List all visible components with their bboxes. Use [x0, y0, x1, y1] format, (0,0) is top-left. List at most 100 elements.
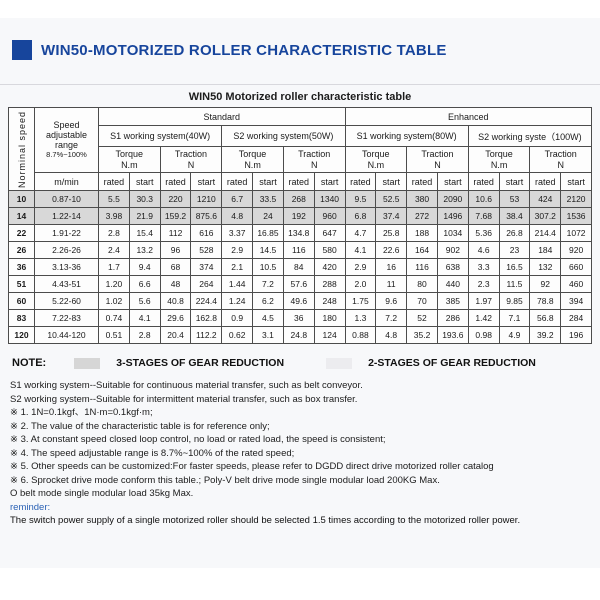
value-cell: 164 [406, 241, 438, 259]
value-cell: 1.44 [221, 275, 254, 293]
value-cell: 286 [436, 309, 469, 327]
value-cell: 272 [406, 207, 438, 225]
reminder-text: The switch power supply of a single moto… [10, 515, 521, 526]
value-cell: 68 [159, 258, 192, 276]
speed-cell: 36 [8, 258, 35, 276]
system-header-s2-100w: S2 working syste（100W) [467, 125, 593, 147]
measure-header-traction: Traction N [282, 146, 346, 173]
value-cell: 52 [406, 309, 438, 327]
start-subheader: start [190, 172, 223, 191]
value-cell: 460 [560, 275, 592, 293]
range-cell: 1.22-14 [34, 207, 99, 225]
value-cell: 48 [159, 275, 192, 293]
value-cell: 124 [313, 326, 346, 344]
value-cell: 20.4 [159, 326, 192, 344]
table-row: 83 7.22-83 0.74 4.1 29.6 162.8 0.9 4.5 36 180 1.3 7… [8, 309, 592, 327]
measure-header-torque: Torque N.m [221, 146, 284, 173]
value-cell: 1340 [313, 190, 346, 208]
value-cell: 420 [313, 258, 346, 276]
rated-subheader: rated [159, 172, 192, 191]
speed-range-value: 8.7%~100% [46, 149, 87, 159]
speed-cell: 10 [8, 190, 35, 208]
value-cell: 7.1 [498, 309, 531, 327]
value-cell: 268 [282, 190, 315, 208]
value-cell: 14.5 [252, 241, 284, 259]
speed-cell: 120 [8, 326, 35, 344]
table-row: 26 2.26-26 2.4 13.2 96 528 2.9 14.5 116 580 4.1 22.… [8, 241, 592, 259]
value-cell: 193.6 [436, 326, 469, 344]
value-cell: 288 [313, 275, 346, 293]
value-cell: 4.5 [252, 309, 284, 327]
value-cell: 1034 [436, 224, 469, 242]
value-cell: 2.1 [221, 258, 254, 276]
rated-subheader: rated [344, 172, 377, 191]
value-cell: 902 [436, 241, 469, 259]
value-cell: 10.5 [252, 258, 284, 276]
value-cell: 2.8 [98, 224, 130, 242]
value-cell: 5.6 [128, 292, 161, 310]
note-legend: NOTE: 3-STAGES OF GEAR REDUCTION 2-STAGE… [12, 357, 600, 369]
value-cell: 2120 [560, 190, 592, 208]
header-divider [0, 84, 600, 85]
value-cell: 16.85 [252, 224, 284, 242]
range-cell: 10.44-120 [34, 326, 99, 344]
value-cell: 2.9 [344, 258, 377, 276]
value-cell: 162.8 [190, 309, 223, 327]
value-cell: 647 [313, 224, 346, 242]
datasheet-page: WIN50-MOTORIZED ROLLER CHARACTERISTIC TA… [0, 18, 600, 568]
range-cell: 3.13-36 [34, 258, 99, 276]
value-cell: 385 [436, 292, 469, 310]
range-cell: 4.43-51 [34, 275, 99, 293]
page-title: WIN50-MOTORIZED ROLLER CHARACTERISTIC TA… [41, 41, 447, 59]
range-cell: 0.87-10 [34, 190, 99, 208]
title-accent-square-icon [12, 40, 32, 60]
value-cell: 1536 [560, 207, 592, 225]
value-cell: 920 [560, 241, 592, 259]
value-cell: 159.2 [159, 207, 192, 225]
value-cell: 5.5 [98, 190, 130, 208]
value-cell: 0.74 [98, 309, 130, 327]
value-cell: 11 [375, 275, 408, 293]
value-cell: 112 [159, 224, 192, 242]
value-cell: 16.5 [498, 258, 531, 276]
value-cell: 38.4 [498, 207, 531, 225]
speed-range-header: Speed adjustable range 8.7%~100% [34, 107, 99, 173]
value-cell: 6.7 [221, 190, 254, 208]
footnote-line: ※ 1. 1N=0.1kgf、1N·m=0.1kgf·m; [10, 407, 153, 418]
value-cell: 16 [375, 258, 408, 276]
value-cell: 188 [406, 224, 438, 242]
value-cell: 10.6 [467, 190, 500, 208]
range-cell: 5.22-60 [34, 292, 99, 310]
value-cell: 49.6 [282, 292, 315, 310]
value-cell: 4.8 [221, 207, 254, 225]
value-cell: 52.5 [375, 190, 408, 208]
value-cell: 9.6 [375, 292, 408, 310]
value-cell: 2.9 [221, 241, 254, 259]
rated-subheader: rated [406, 172, 438, 191]
value-cell: 6.8 [344, 207, 377, 225]
value-cell: 4.8 [375, 326, 408, 344]
value-cell: 25.8 [375, 224, 408, 242]
value-cell: 84 [282, 258, 315, 276]
speed-cell: 60 [8, 292, 35, 310]
value-cell: 0.62 [221, 326, 254, 344]
value-cell: 1.3 [344, 309, 377, 327]
table-row: 51 4.43-51 1.20 6.6 48 264 1.44 7.2 57.6 288 2.0 11… [8, 275, 592, 293]
value-cell: 960 [313, 207, 346, 225]
gear-3-stage-swatch-icon [74, 357, 101, 369]
group-header-standard: Standard [98, 107, 346, 126]
value-cell: 380 [406, 190, 438, 208]
value-cell: 224.4 [190, 292, 223, 310]
value-cell: 53 [498, 190, 531, 208]
value-cell: 660 [560, 258, 592, 276]
value-cell: 875.6 [190, 207, 223, 225]
value-cell: 180 [313, 309, 346, 327]
value-cell: 4.9 [498, 326, 531, 344]
value-cell: 36 [282, 309, 315, 327]
footnote-line: S1 working system--Suitable for continuo… [10, 380, 363, 391]
value-cell: 11.5 [498, 275, 531, 293]
value-cell: 80 [406, 275, 438, 293]
value-cell: 184 [529, 241, 562, 259]
value-cell: 2090 [436, 190, 469, 208]
value-cell: 7.68 [467, 207, 500, 225]
